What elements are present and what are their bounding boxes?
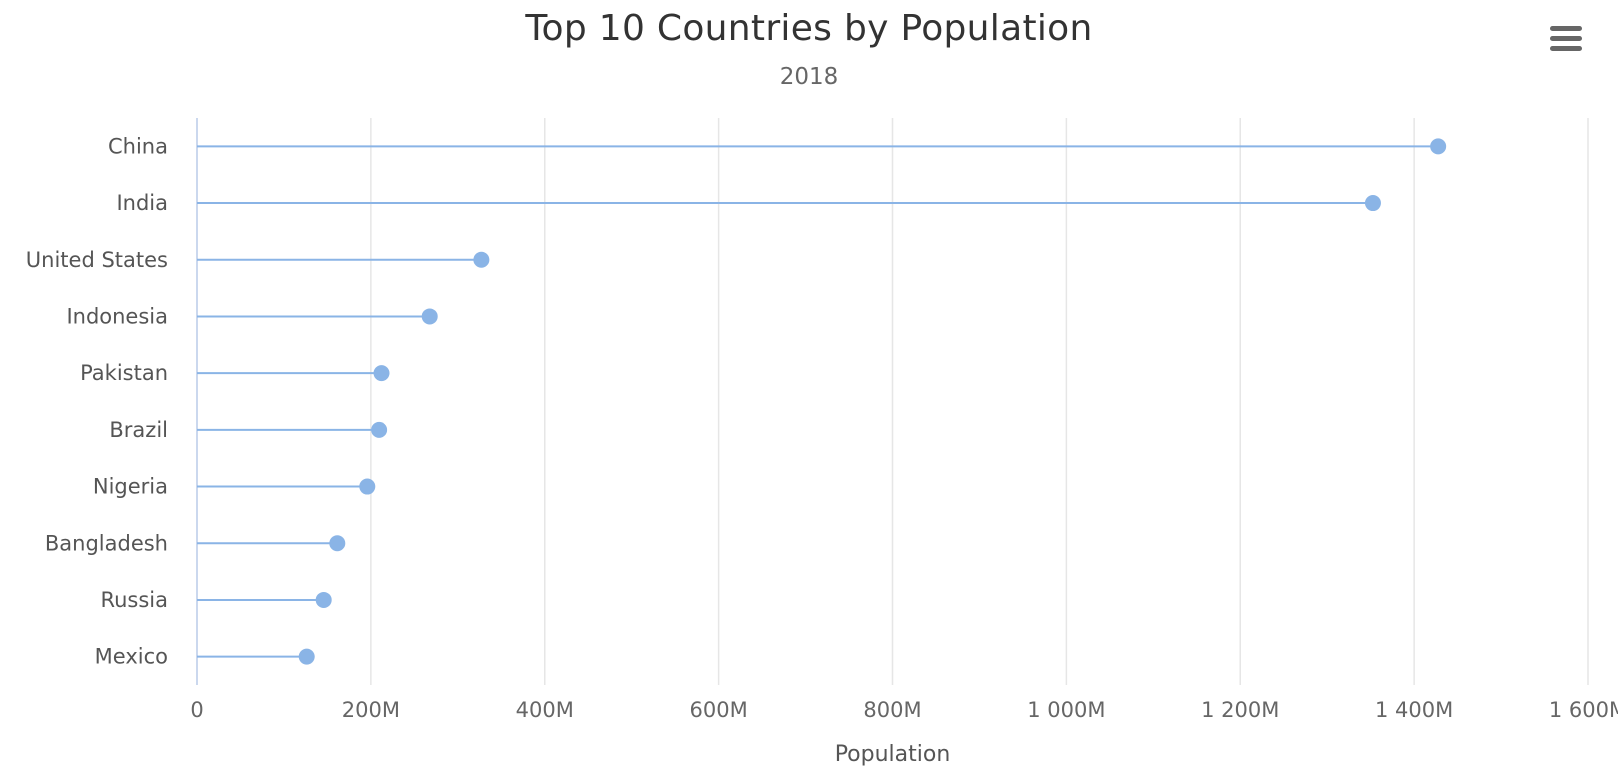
x-tick-label: 1 200M xyxy=(1201,698,1279,722)
menu-bar xyxy=(1550,26,1582,31)
x-tick-label: 1 600M xyxy=(1549,698,1618,722)
menu-bar xyxy=(1550,46,1582,51)
hamburger-menu-icon[interactable] xyxy=(1546,22,1586,56)
data-point xyxy=(421,308,438,325)
y-category-label: Brazil xyxy=(109,418,168,442)
y-category-label: Indonesia xyxy=(66,304,168,328)
chart-subtitle: 2018 xyxy=(779,64,839,90)
y-category-label: Pakistan xyxy=(80,361,168,385)
x-tick-label: 800M xyxy=(863,698,921,722)
y-category-label: Mexico xyxy=(95,645,168,669)
y-category-label: India xyxy=(116,191,168,215)
x-tick-label: 200M xyxy=(342,698,400,722)
y-category-label: Nigeria xyxy=(93,475,168,499)
x-tick-label: 1 000M xyxy=(1027,698,1105,722)
x-axis-title: Population xyxy=(835,742,951,767)
data-point xyxy=(473,251,490,268)
data-point xyxy=(373,365,390,382)
data-point xyxy=(298,648,315,665)
x-tick-label: 0 xyxy=(190,698,203,722)
data-point xyxy=(329,535,346,552)
y-category-label: Bangladesh xyxy=(45,531,168,555)
data-point xyxy=(315,591,332,608)
menu-bar xyxy=(1550,36,1582,41)
x-tick-label: 400M xyxy=(516,698,574,722)
x-tick-label: 600M xyxy=(690,698,748,722)
data-point xyxy=(371,421,388,438)
chart-container xyxy=(9,0,1608,768)
y-category-label: China xyxy=(108,134,168,158)
x-tick-label: 1 400M xyxy=(1375,698,1453,722)
y-category-label: Russia xyxy=(100,588,168,612)
chart-title: Top 10 Countries by Population xyxy=(525,8,1093,49)
y-category-label: United States xyxy=(26,248,168,272)
data-point xyxy=(1430,138,1447,155)
data-point xyxy=(359,478,376,495)
data-point xyxy=(1364,195,1381,212)
